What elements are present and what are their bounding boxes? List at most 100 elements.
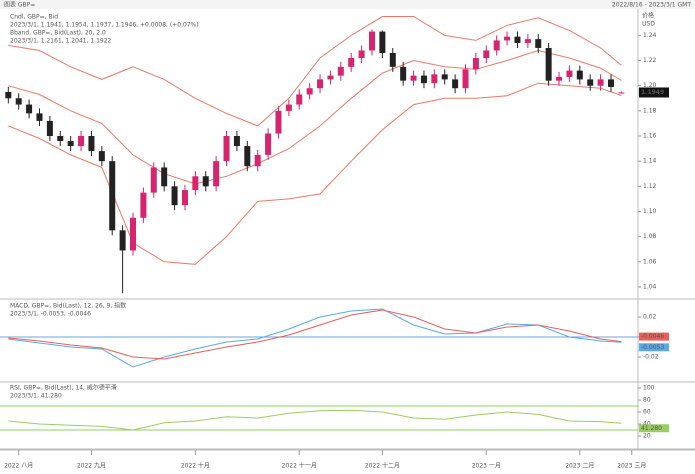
indicator-line	[8, 409, 622, 431]
legend-values: 2023/3/1, -0.0053, -0.0046	[10, 311, 91, 318]
x-tick-label: 2022 十一月	[282, 462, 317, 470]
candle-body	[410, 75, 417, 81]
header-left: 图表 GBP=	[4, 1, 35, 9]
candle-body	[306, 88, 313, 95]
x-tick-label: 2022 八月	[4, 463, 33, 470]
candle-body	[171, 186, 178, 206]
x-tick-label: 2022 九月	[77, 462, 106, 470]
last-value-box	[639, 424, 669, 433]
candle-body	[78, 136, 85, 147]
bollinger-line	[8, 16, 622, 127]
y-tick-label: 1.12	[643, 183, 657, 190]
y-tick-label: 1.18	[643, 107, 657, 114]
candle-body	[379, 31, 386, 53]
candle-body	[452, 79, 459, 89]
candle-body	[285, 104, 292, 111]
candle-body	[576, 70, 583, 80]
candle-body	[36, 113, 43, 121]
candle-body	[337, 66, 344, 76]
candle-body	[57, 136, 64, 142]
header-right: 2022/8/16 - 2023/3/1 GMT	[612, 2, 691, 9]
candle-body	[254, 154, 261, 167]
y-tick-label: 0.02	[643, 314, 657, 321]
y-tick-label: 1.06	[643, 258, 657, 265]
price-tag-box	[639, 87, 669, 98]
candle-body	[5, 91, 12, 99]
candle-body	[462, 69, 469, 89]
candle-body	[88, 136, 95, 152]
y-tick-label: 1.20	[643, 82, 657, 89]
y-tick-label: 20	[643, 433, 651, 440]
x-tick-label: 2023 一月	[472, 463, 501, 470]
overlay-values: 2023/3/1, 1.2161, 1.2041, 1.1922	[10, 38, 112, 45]
candle-body	[26, 104, 33, 114]
y-tick-label: 60	[643, 409, 651, 416]
candle-body	[275, 110, 282, 134]
candle-body	[566, 70, 573, 77]
candle-body	[233, 136, 240, 147]
last-value-box	[639, 343, 669, 352]
candle-body	[150, 167, 157, 193]
candle-body	[119, 230, 126, 251]
x-tick-label: 2023 三月	[617, 463, 646, 470]
candle-body	[213, 161, 220, 187]
candle-body	[514, 36, 521, 43]
candle-body	[483, 50, 490, 59]
y-tick-label: 1.22	[643, 57, 657, 64]
axis-unit: USD	[642, 21, 655, 28]
candle-body	[327, 75, 334, 80]
y-tick-label: 100	[643, 385, 655, 392]
candle-body	[493, 40, 500, 51]
legend-values: 2023/3/1, 41.280	[10, 393, 62, 400]
candle-body	[130, 217, 137, 251]
candle-body	[181, 190, 188, 206]
last-value-label: -0.0053	[641, 344, 664, 351]
candle-body	[618, 92, 625, 94]
candle-body	[556, 76, 563, 81]
x-tick-label: 2023 二月	[565, 463, 594, 470]
last-value-label: 41.280	[641, 425, 662, 432]
y-tick-label: 1.24	[643, 32, 657, 39]
y-tick-label: 1.14	[643, 158, 657, 165]
last-value-box	[639, 332, 669, 341]
candle-body	[348, 58, 355, 67]
candle-body	[524, 39, 531, 43]
candle-body	[389, 52, 396, 67]
candle-body	[161, 167, 168, 187]
candle-body	[265, 133, 272, 155]
candle-body	[607, 79, 614, 87]
candle-body	[46, 120, 53, 137]
y-tick-label: 40	[643, 421, 651, 428]
candle-body	[296, 94, 303, 105]
candle-body	[441, 74, 448, 80]
x-tick-label: 2022 十二月	[365, 462, 400, 470]
candle-body	[98, 151, 105, 162]
y-tick-label: 1.10	[643, 208, 657, 215]
candle-body	[420, 75, 427, 84]
candle-body	[192, 176, 199, 191]
candle-body	[67, 141, 74, 147]
candle-body	[223, 136, 230, 162]
candle-body	[15, 98, 22, 105]
indicator-line	[8, 309, 622, 360]
candle-body	[400, 66, 407, 81]
indicator-line	[8, 308, 622, 368]
legend-values: 2023/3/1, 1.1941, 1.1954, 1.1937, 1.1946…	[10, 22, 199, 29]
header-bar	[0, 0, 695, 9]
price-tag: 1.1949	[641, 89, 664, 96]
legend-title: MACD, GBP=, Bid(Last), 12, 26, 9, 指数	[10, 302, 126, 310]
candle-body	[597, 79, 604, 86]
candle-body	[587, 79, 594, 86]
candle-body	[504, 36, 511, 41]
last-value-label: -0.0046	[641, 333, 664, 340]
y-tick-label: 1.16	[643, 133, 657, 140]
axis-label: 价格	[642, 12, 654, 20]
overlay-title: Bband, GBP=, Bid(Last), 20, 2.0	[10, 30, 106, 37]
y-tick-label: 1.08	[643, 233, 657, 240]
candle-body	[368, 31, 375, 51]
x-tick-label: 2022 十月	[181, 462, 210, 470]
candle-body	[545, 47, 552, 81]
y-tick-label: 80	[643, 397, 651, 404]
